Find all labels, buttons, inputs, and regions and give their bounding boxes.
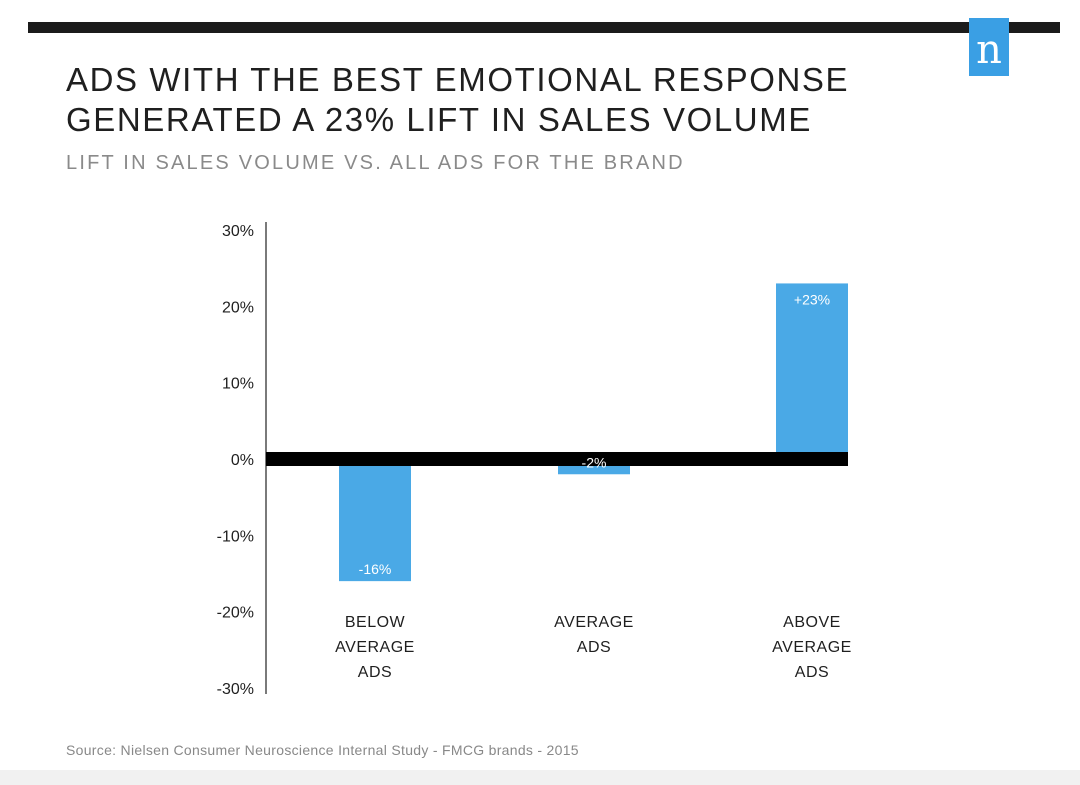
y-tick-label: -10% <box>217 528 254 545</box>
bar-data-label: -2% <box>582 454 607 470</box>
y-tick-label: 20% <box>222 299 254 316</box>
source-note: Source: Nielsen Consumer Neuroscience In… <box>66 742 579 758</box>
zero-baseline <box>266 452 848 466</box>
bar-data-label: +23% <box>794 291 830 307</box>
category-label: BELOW <box>345 614 406 631</box>
bar-data-label: -16% <box>359 561 392 577</box>
y-tick-label: 10% <box>222 376 254 393</box>
chart-title: ADS WITH THE BEST EMOTIONAL RESPONSE GEN… <box>66 61 850 138</box>
bar-3 <box>776 283 848 459</box>
category-label: AVERAGE <box>772 639 852 656</box>
y-tick-label: 0% <box>231 452 254 469</box>
category-label: ABOVE <box>783 614 841 631</box>
category-label: AVERAGE <box>554 614 634 631</box>
category-label: ADS <box>577 639 611 656</box>
category-label: ADS <box>358 664 392 681</box>
y-tick-label: -20% <box>217 605 254 622</box>
bottom-shade <box>0 770 1080 785</box>
top-rule <box>28 22 1060 33</box>
y-tick-label: -30% <box>217 681 254 698</box>
y-tick-label: 30% <box>222 223 254 240</box>
nielsen-logo: n <box>969 18 1009 76</box>
chart-subtitle: LIFT IN SALES VOLUME VS. ALL ADS FOR THE… <box>66 152 685 174</box>
category-label: AVERAGE <box>335 639 415 656</box>
category-label: ADS <box>795 664 829 681</box>
bar-1 <box>339 459 411 582</box>
